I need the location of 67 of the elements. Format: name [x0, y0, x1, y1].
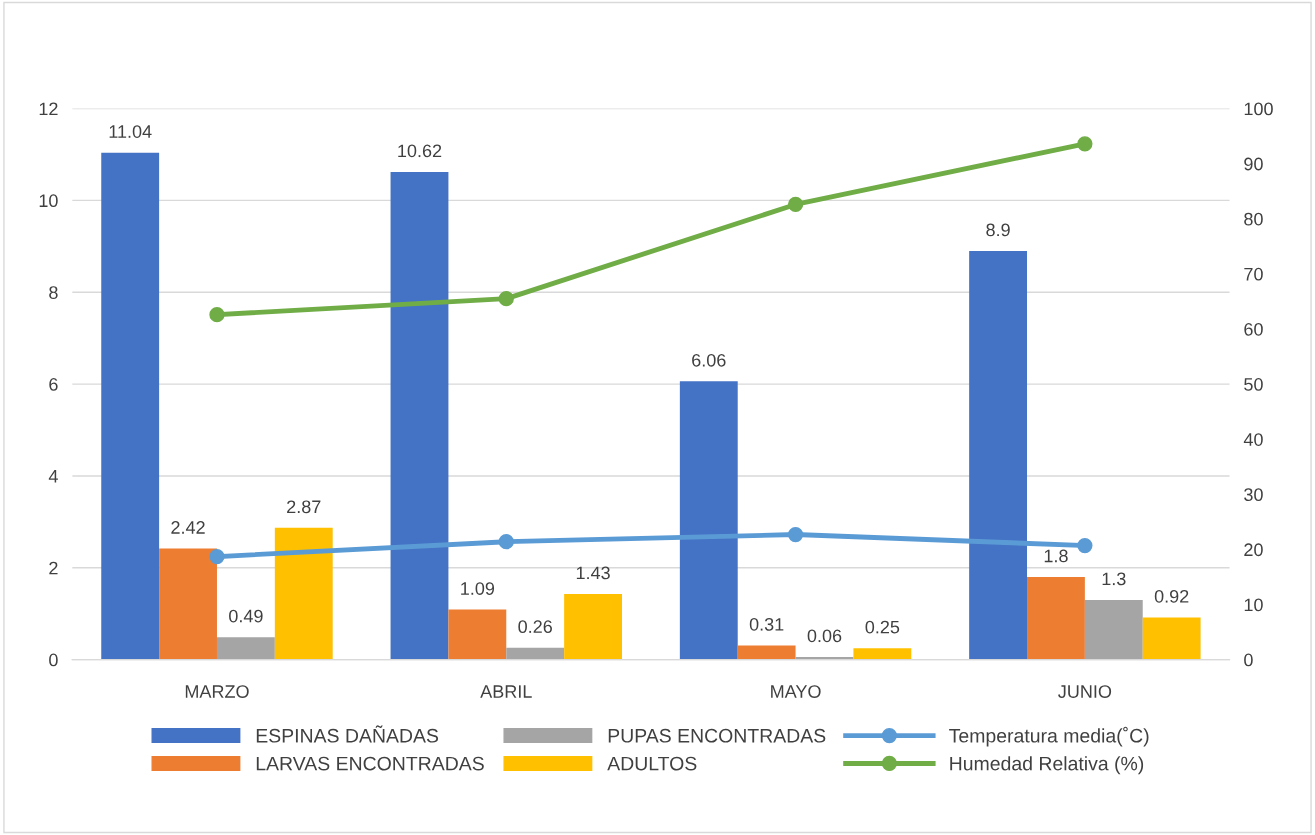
- data-label: 1.43: [576, 566, 610, 580]
- data-label: 1.3: [1102, 572, 1126, 586]
- bar: [969, 250, 1028, 660]
- y2-tick-label: 90: [1244, 157, 1263, 171]
- y-tick-label: 12: [39, 102, 58, 116]
- bar: [564, 593, 622, 660]
- legend-label: Humedad Relativa (%): [950, 756, 1144, 775]
- bar: [737, 645, 796, 660]
- data-label: 8.9: [986, 223, 1010, 237]
- point: [498, 291, 514, 307]
- point: [787, 196, 804, 213]
- data-label: 2.87: [287, 500, 321, 514]
- data-label: 6.06: [692, 353, 726, 367]
- data-label: 0.26: [518, 620, 552, 634]
- bar: [159, 548, 217, 660]
- data-label: 1.09: [461, 582, 495, 595]
- bar: [679, 381, 738, 660]
- x-tick-label: JUNIO: [1058, 685, 1112, 698]
- data-label: 10.62: [398, 144, 442, 158]
- y2-tick-label: 70: [1244, 267, 1263, 281]
- data-label: 0.25: [865, 620, 900, 634]
- data-label: 0.06: [807, 629, 842, 643]
- point: [1077, 537, 1093, 554]
- y2-tick-label: 100: [1244, 102, 1273, 116]
- bar: [1084, 599, 1143, 660]
- bar: [101, 152, 160, 660]
- bar: [1027, 576, 1085, 660]
- point: [1077, 136, 1093, 152]
- point: [787, 526, 804, 543]
- x-tick-label: MARZO: [185, 685, 249, 698]
- legend-label: LARVAS ENCONTRADAS: [256, 756, 484, 771]
- bar: [274, 527, 333, 660]
- point: [209, 548, 225, 565]
- y-tick-label: 4: [48, 470, 58, 483]
- y2-tick-label: 30: [1244, 488, 1263, 502]
- y2-tick-label: 10: [1244, 598, 1263, 612]
- bar: [448, 609, 507, 660]
- y-tick-label: 2: [49, 561, 58, 575]
- legend-label: ADULTOS: [607, 756, 697, 771]
- legend-label: Temperatura media(˚C): [949, 726, 1149, 747]
- bar: [1142, 617, 1201, 660]
- data-label: 2.42: [171, 521, 205, 534]
- x-tick-label: MAYO: [771, 685, 821, 698]
- data-label: 1.8: [1044, 549, 1068, 563]
- data-label: 0.92: [1154, 589, 1189, 603]
- bar: [506, 647, 565, 660]
- data-label: 0.49: [229, 609, 263, 623]
- y-tick-label: 10: [39, 194, 58, 208]
- bar: [390, 171, 449, 660]
- y2-tick-label: 60: [1244, 322, 1263, 336]
- point: [498, 534, 514, 550]
- y-tick-label: 8: [49, 286, 58, 299]
- y2-tick-label: 40: [1243, 433, 1263, 446]
- y-tick-label: 6: [49, 378, 58, 391]
- y2-tick-label: 0: [1244, 653, 1253, 667]
- bar: [853, 648, 912, 660]
- y2-tick-label: 50: [1244, 378, 1263, 391]
- data-label: 11.04: [109, 125, 152, 138]
- data-label: 0.31: [749, 617, 784, 631]
- y2-tick-label: 80: [1244, 212, 1263, 226]
- bar: [216, 637, 275, 660]
- legend-label: ESPINAS DAÑADAS: [256, 725, 439, 743]
- y2-tick-label: 20: [1244, 543, 1263, 557]
- point: [209, 307, 225, 323]
- legend-label: PUPAS ENCONTRADAS: [608, 728, 826, 743]
- y-tick-label: 0: [49, 653, 58, 667]
- x-tick-label: ABRIL: [480, 685, 532, 698]
